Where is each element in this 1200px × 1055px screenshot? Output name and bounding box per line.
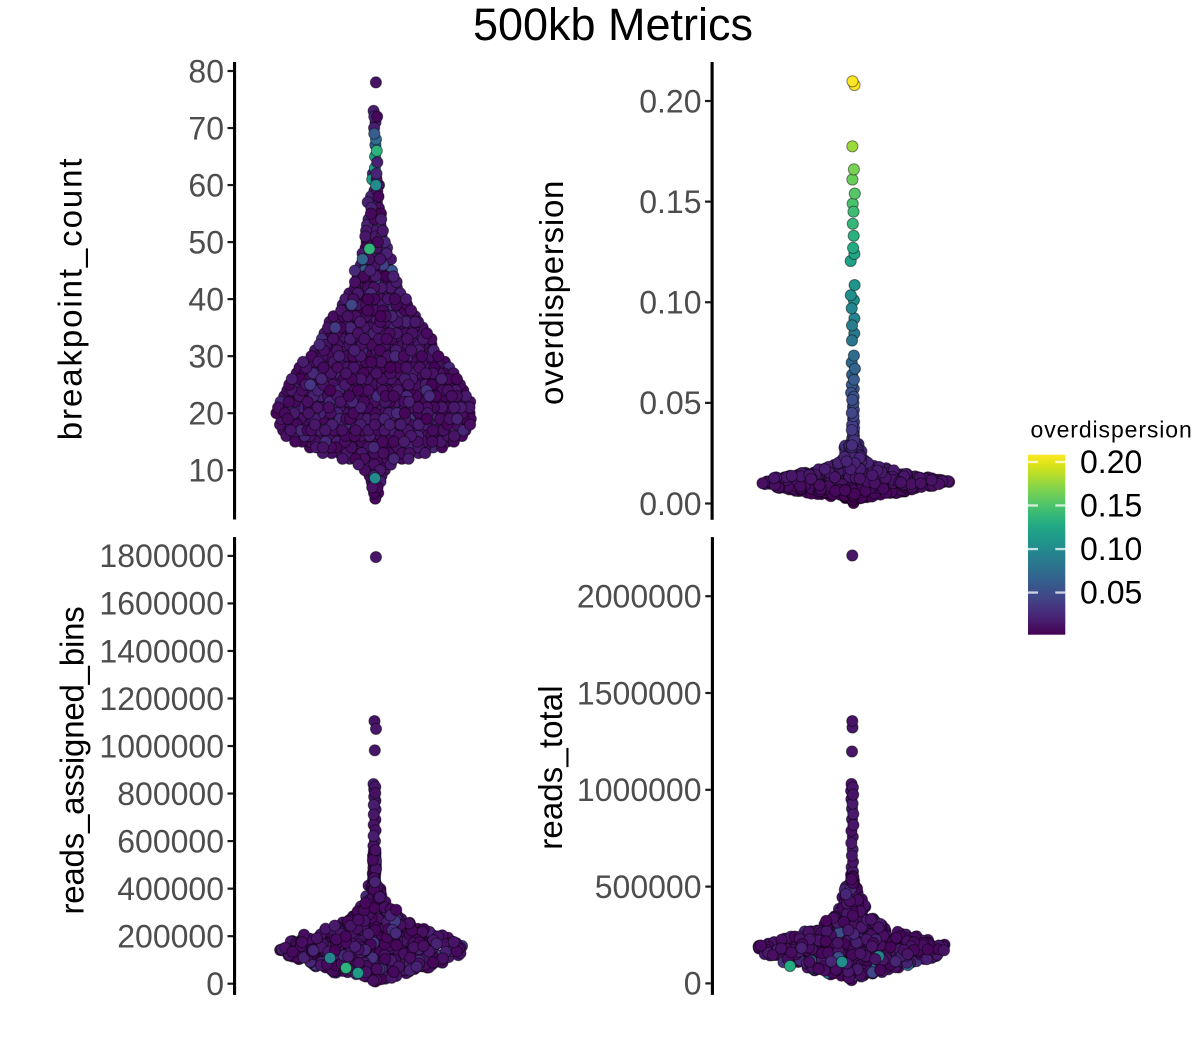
svg-text:1400000: 1400000 xyxy=(99,633,224,669)
svg-text:20: 20 xyxy=(188,396,224,432)
svg-text:50: 50 xyxy=(188,224,224,260)
svg-text:1800000: 1800000 xyxy=(99,538,224,574)
svg-text:70: 70 xyxy=(188,110,224,146)
svg-text:1500000: 1500000 xyxy=(577,675,702,711)
svg-text:400000: 400000 xyxy=(117,871,224,907)
svg-text:1000000: 1000000 xyxy=(577,772,702,808)
svg-text:1000000: 1000000 xyxy=(99,728,224,764)
svg-text:0.05: 0.05 xyxy=(1080,575,1142,611)
svg-text:0: 0 xyxy=(684,966,702,1002)
svg-text:500kb Metrics: 500kb Metrics xyxy=(473,0,753,50)
svg-text:0.15: 0.15 xyxy=(639,184,701,220)
svg-text:80: 80 xyxy=(188,53,224,89)
svg-text:overdispersion: overdispersion xyxy=(533,180,570,405)
svg-text:0.10: 0.10 xyxy=(639,285,701,321)
svg-text:0.05: 0.05 xyxy=(639,385,701,421)
svg-text:1200000: 1200000 xyxy=(99,681,224,717)
svg-text:0.10: 0.10 xyxy=(1080,531,1142,567)
svg-text:0: 0 xyxy=(206,966,224,1002)
svg-text:600000: 600000 xyxy=(117,823,224,859)
svg-text:breakpoint_count: breakpoint_count xyxy=(52,157,89,441)
svg-text:1600000: 1600000 xyxy=(99,586,224,622)
svg-text:overdispersion: overdispersion xyxy=(1031,417,1193,443)
svg-text:2000000: 2000000 xyxy=(577,579,702,615)
svg-text:10: 10 xyxy=(188,453,224,489)
svg-text:800000: 800000 xyxy=(117,776,224,812)
svg-text:reads_total: reads_total xyxy=(532,685,569,849)
svg-text:0.00: 0.00 xyxy=(639,486,701,522)
svg-text:500000: 500000 xyxy=(595,869,702,905)
svg-text:30: 30 xyxy=(188,339,224,375)
svg-text:reads_assigned_bins: reads_assigned_bins xyxy=(53,606,90,914)
svg-text:40: 40 xyxy=(188,281,224,317)
svg-text:60: 60 xyxy=(188,167,224,203)
svg-text:0.15: 0.15 xyxy=(1080,487,1142,523)
svg-text:0.20: 0.20 xyxy=(639,83,701,119)
svg-text:200000: 200000 xyxy=(117,919,224,955)
svg-text:0.20: 0.20 xyxy=(1080,444,1142,480)
